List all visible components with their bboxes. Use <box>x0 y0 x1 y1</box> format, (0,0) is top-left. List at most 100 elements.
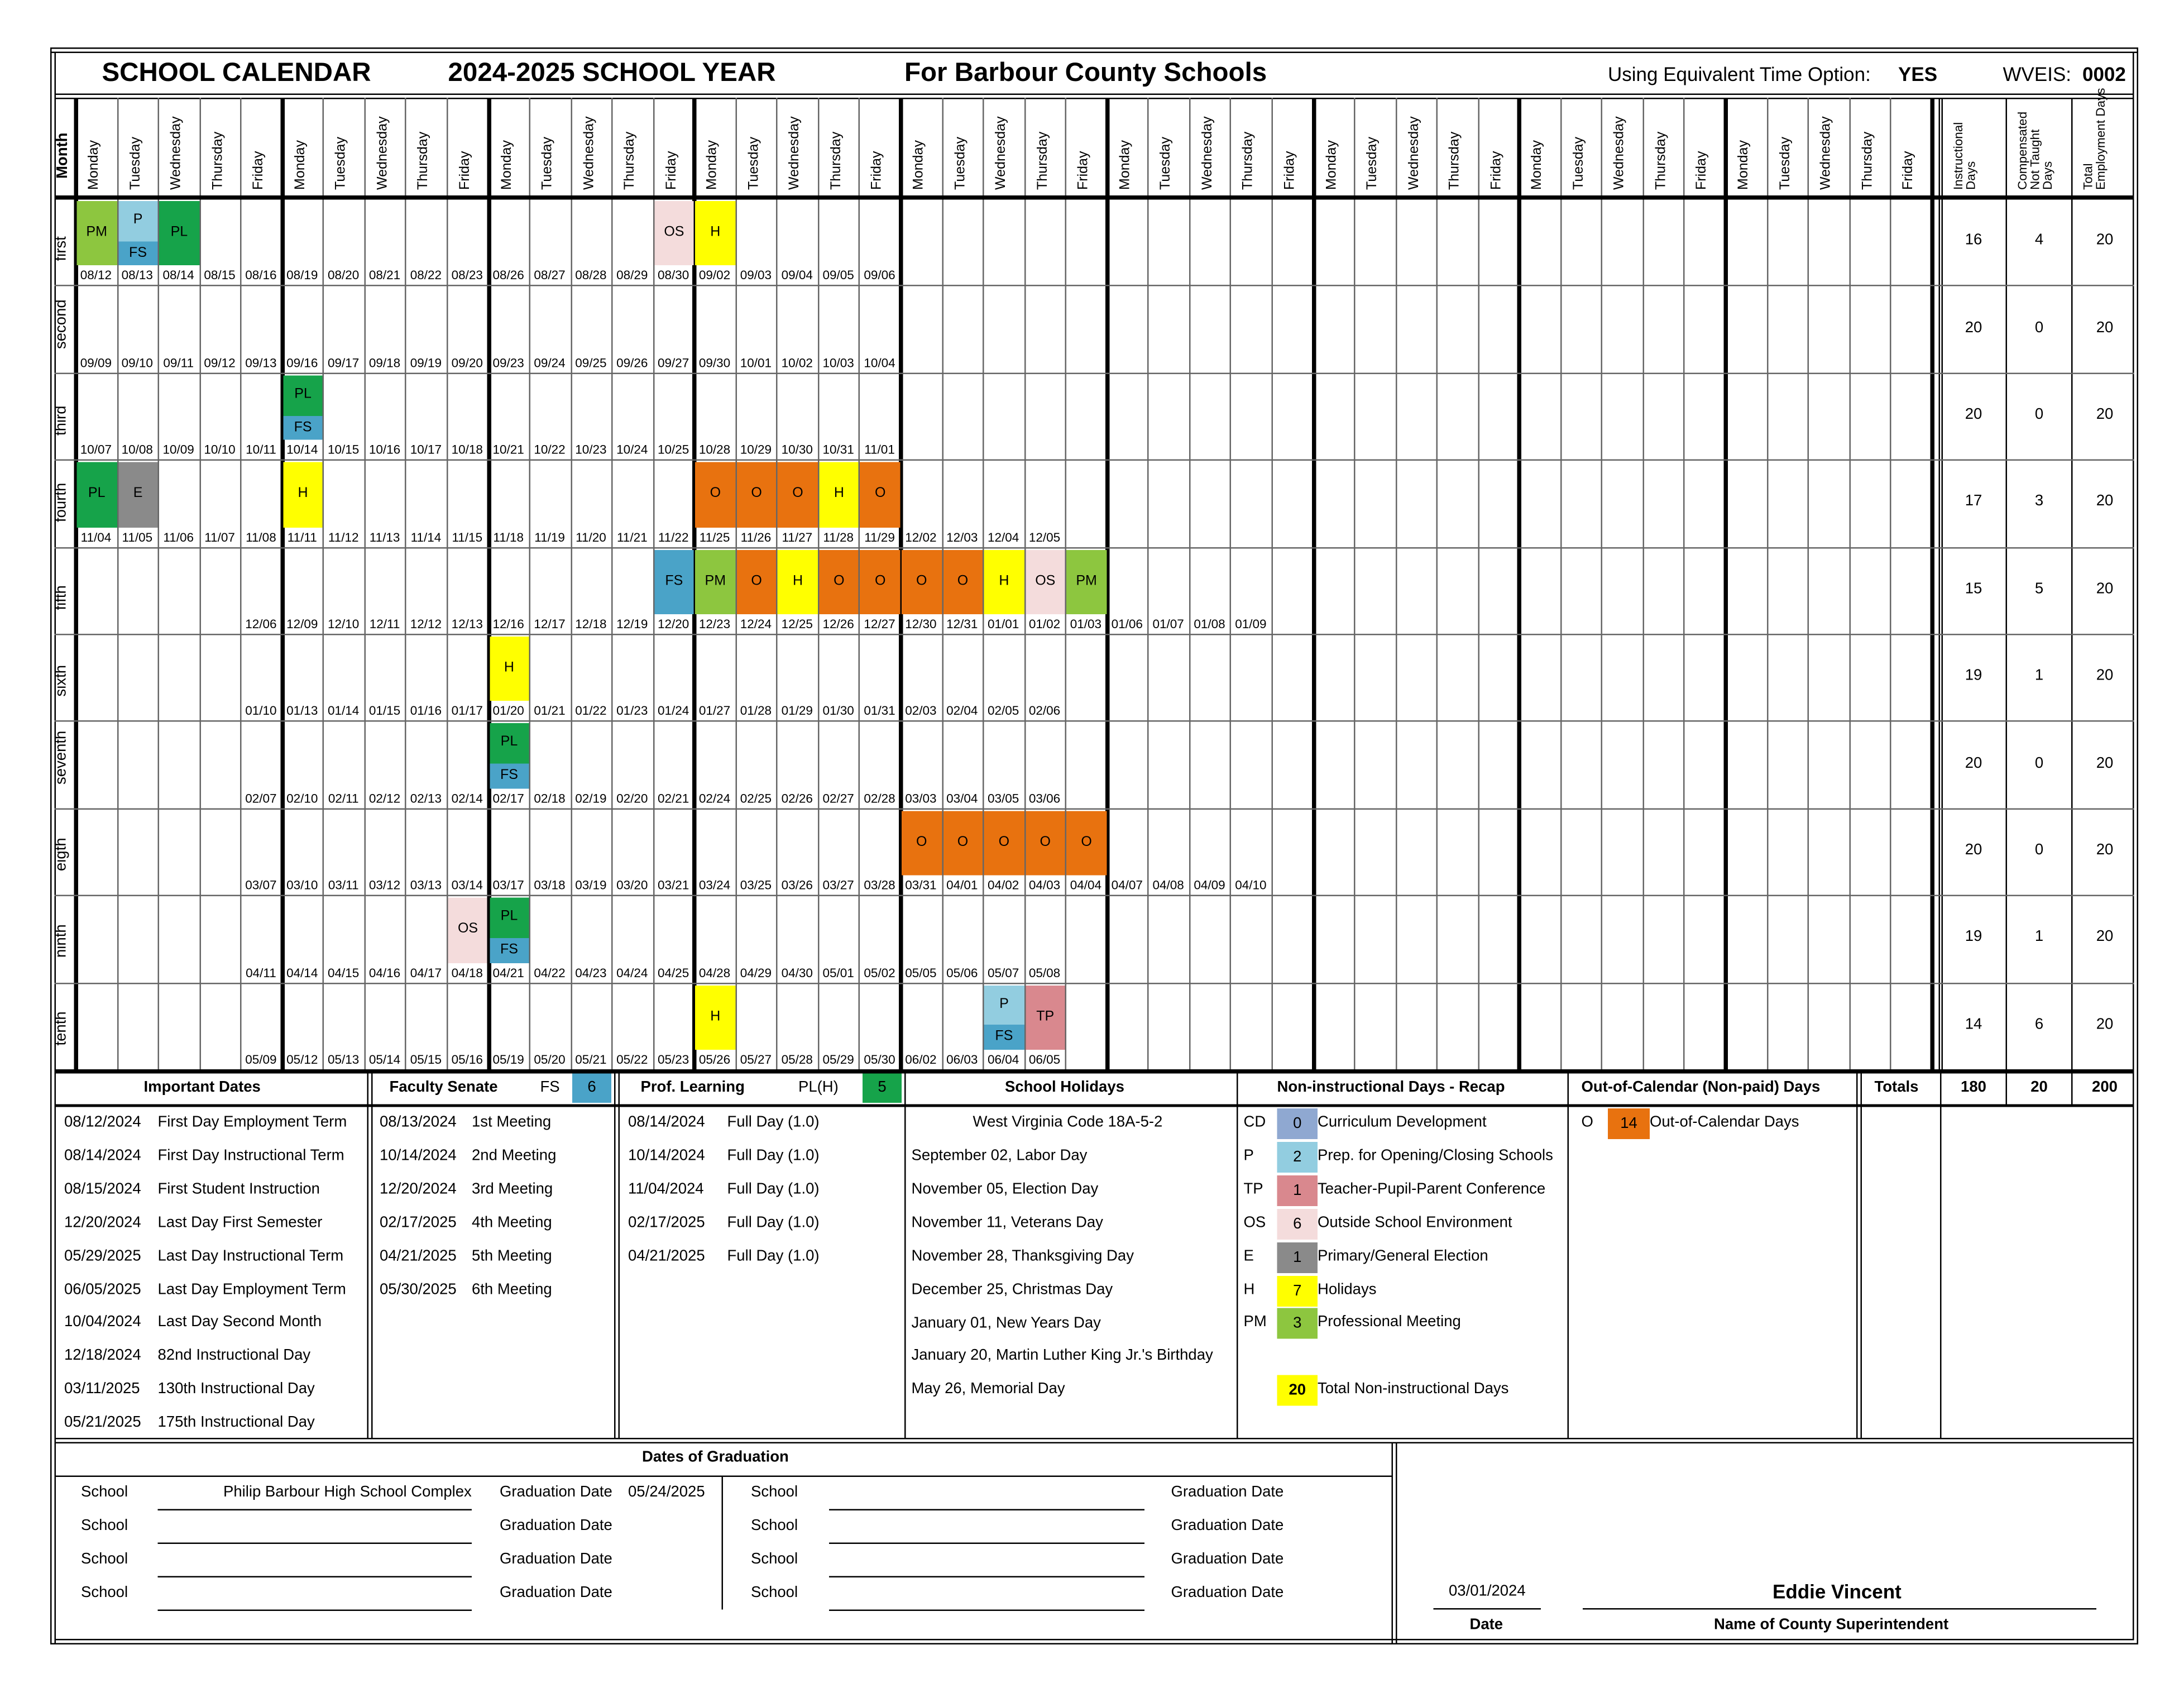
grid-line <box>54 547 2134 549</box>
day-header: Tuesday <box>1571 137 1587 190</box>
total-instructional: 180 <box>1961 1079 1986 1096</box>
calendar-date: 12/31 <box>946 617 978 631</box>
calendar-date: 03/26 <box>781 878 813 892</box>
graduation-school-label: School <box>81 1550 128 1567</box>
graduation-date-label: Graduation Date <box>500 1484 612 1501</box>
calendar-date: 05/05 <box>905 965 937 979</box>
holiday: September 02, Labor Day <box>911 1147 1088 1164</box>
day-header: Tuesday <box>540 137 556 190</box>
calendar-date: 10/15 <box>327 442 360 457</box>
calendar-date: 10/18 <box>451 442 483 457</box>
grid-line <box>54 98 2134 99</box>
grid-line <box>1860 1070 1862 1440</box>
grid-line <box>721 1475 723 1610</box>
calendar-date: 10/02 <box>781 355 813 370</box>
grid-line <box>618 1070 620 1440</box>
day-header: Wednesday <box>994 116 1009 190</box>
important-date: 05/29/2025 <box>64 1247 141 1264</box>
day-header: Tuesday <box>127 137 143 190</box>
compensated-days: 4 <box>2034 232 2044 249</box>
day-code-cell: PL <box>159 201 199 266</box>
graduation-date-label: Graduation Date <box>1171 1517 1284 1534</box>
equivalent-time-label: Using Equivalent Time Option: <box>1608 63 1871 85</box>
calendar-date: 08/12 <box>80 268 112 283</box>
recap-label: Curriculum Development <box>1318 1114 1487 1131</box>
calendar-date: 02/07 <box>245 791 277 805</box>
instructional-days: 16 <box>1965 232 1982 249</box>
grid-line <box>54 1104 2134 1107</box>
instructional-days: 14 <box>1965 1016 1982 1033</box>
calendar-date: 03/31 <box>905 878 937 892</box>
calendar-date: 05/19 <box>492 1053 524 1067</box>
calendar-date: 06/03 <box>946 1053 978 1067</box>
calendar-date: 12/11 <box>369 617 400 631</box>
recap-count: 7 <box>1277 1275 1318 1306</box>
compensated-days: 1 <box>2034 929 2044 946</box>
calendar-date: 08/23 <box>451 268 483 283</box>
recap-count: 1 <box>1277 1241 1318 1273</box>
calendar-date: 09/11 <box>163 355 194 370</box>
recap-code: PM <box>1243 1314 1267 1331</box>
calendar-date: 10/28 <box>698 442 731 457</box>
calendar-date: 04/18 <box>451 965 483 979</box>
calendar-date: 12/03 <box>946 529 978 544</box>
calendar-date: 11/13 <box>369 529 400 544</box>
grid-line <box>405 98 406 1071</box>
day-code-cell: PL <box>489 897 529 938</box>
month-column-header: Month <box>54 132 71 179</box>
totals-label: Totals <box>1874 1079 1919 1096</box>
total-employment: 200 <box>2092 1079 2118 1096</box>
recap-count: 6 <box>1277 1208 1318 1240</box>
calendar-date: 12/10 <box>327 617 360 631</box>
grid-line <box>1890 98 1891 1071</box>
calendar-date: 12/20 <box>657 617 689 631</box>
calendar-date: 02/21 <box>657 791 689 805</box>
day-code-cell: TP <box>1025 984 1065 1050</box>
prof-learning-description: Full Day (1.0) <box>727 1114 820 1131</box>
grid-line <box>818 98 820 1071</box>
calendar-date: 09/03 <box>740 268 772 283</box>
calendar-date: 05/26 <box>698 1053 731 1067</box>
graduation-school-line <box>157 1509 472 1510</box>
calendar-date: 01/24 <box>657 704 689 718</box>
grid-line <box>1189 98 1191 1071</box>
instructional-days: 19 <box>1965 929 1982 946</box>
grid-line <box>1560 98 1562 1071</box>
calendar-date: 01/03 <box>1070 617 1102 631</box>
employment-days: 20 <box>2096 232 2114 249</box>
grid-line <box>240 98 242 1071</box>
holiday: November 11, Veterans Day <box>911 1214 1103 1231</box>
calendar-date: 10/21 <box>492 442 524 457</box>
calendar-date: 01/16 <box>410 704 442 718</box>
calendar-date: 01/01 <box>987 617 1019 631</box>
calendar-date: 12/12 <box>410 617 442 631</box>
calendar-date: 02/28 <box>864 791 895 805</box>
important-date: 08/14/2024 <box>64 1147 141 1164</box>
graduation-date-value: 05/24/2025 <box>628 1484 705 1501</box>
calendar-date: 02/26 <box>781 791 813 805</box>
grid-line <box>54 1438 2134 1440</box>
calendar-date: 10/29 <box>740 442 772 457</box>
grid-line <box>367 1070 368 1440</box>
calendar-date: 04/17 <box>410 965 442 979</box>
calendar-date: 09/18 <box>368 355 401 370</box>
calendar-date: 03/28 <box>864 878 895 892</box>
calendar-date: 09/12 <box>204 355 236 370</box>
calendar-date: 02/11 <box>328 791 359 805</box>
recap-total-label: Total Non-instructional Days <box>1318 1380 1509 1398</box>
prof-learning-date: 02/17/2025 <box>628 1214 705 1231</box>
employment-days: 20 <box>2096 406 2114 423</box>
grid-line <box>54 1442 2134 1443</box>
grid-line <box>904 1070 906 1440</box>
calendar-date: 04/21 <box>492 965 524 979</box>
grid-line <box>1271 98 1273 1071</box>
calendar-date: 02/10 <box>286 791 318 805</box>
holidays-code-reference: West Virginia Code 18A-5-2 <box>973 1114 1163 1131</box>
compensated-days: 0 <box>2034 319 2044 336</box>
calendar-date: 01/31 <box>864 704 895 718</box>
signature-date: 03/01/2024 <box>1449 1583 1526 1600</box>
recap-label: Holidays <box>1318 1280 1377 1298</box>
employment-days: 20 <box>2096 493 2114 510</box>
grid-line <box>1147 98 1149 1071</box>
grid-line <box>1436 98 1438 1071</box>
